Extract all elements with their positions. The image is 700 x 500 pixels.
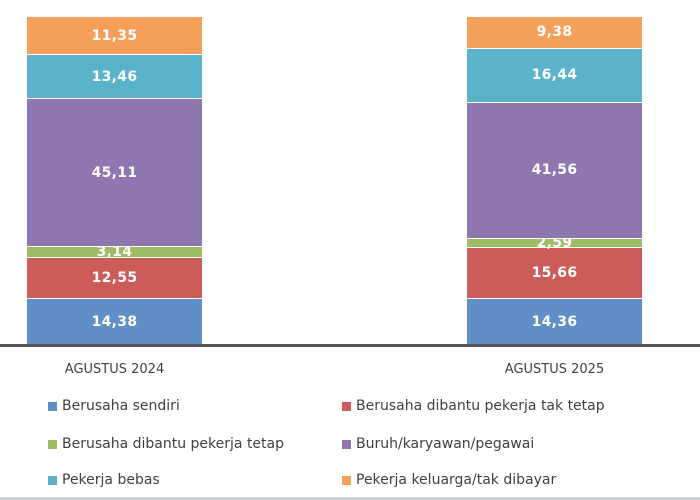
legend-swatch-icon — [48, 475, 57, 485]
x-axis-label-2025: AGUSTUS 2025 — [504, 362, 605, 377]
bar-segment: 14,36 — [467, 297, 642, 345]
bar-segment: 16,44 — [467, 47, 642, 102]
segment-value-label: 9,38 — [536, 24, 573, 41]
legend-item-berusaha-sendiri: Berusaha sendiri — [48, 398, 180, 414]
bar-segment: 11,35 — [27, 17, 202, 55]
bar-segment: 13,46 — [27, 54, 202, 99]
bar-segment: 12,55 — [27, 256, 202, 298]
segment-value-label: 41,56 — [531, 162, 578, 179]
bar-agustus-2024: 14,38 12,55 3,14 45,11 13,46 11,35 — [27, 17, 202, 345]
segment-value-label: 16,44 — [531, 67, 578, 84]
legend-swatch-icon — [48, 439, 57, 449]
bar-segment: 15,66 — [467, 246, 642, 298]
legend-item-pekerja-keluarga: Pekerja keluarga/tak dibayar — [342, 472, 556, 488]
bar-segment: 9,38 — [467, 17, 642, 48]
legend-swatch-icon — [342, 401, 351, 411]
legend-label: Berusaha dibantu pekerja tak tetap — [356, 398, 605, 414]
legend-label: Pekerja bebas — [62, 472, 160, 488]
segment-value-label: 12,55 — [91, 269, 138, 286]
bar-segment: 14,38 — [27, 297, 202, 345]
legend-label: Buruh/karyawan/pegawai — [356, 436, 535, 452]
legend-swatch-icon — [342, 439, 351, 449]
bar-segment: 45,11 — [27, 98, 202, 247]
bar-agustus-2025: 14,36 15,66 2,59 41,56 16,44 9,38 — [467, 17, 642, 345]
legend-label: Pekerja keluarga/tak dibayar — [356, 472, 557, 488]
segment-value-label: 14,38 — [91, 313, 138, 330]
segment-value-label: 11,35 — [91, 27, 138, 44]
bottom-border — [0, 497, 700, 500]
legend-swatch-icon — [342, 475, 351, 485]
segment-value-label: 3,14 — [96, 244, 133, 261]
legend-item-dibantu-tetap: Berusaha dibantu pekerja tetap — [48, 436, 284, 452]
legend-swatch-icon — [48, 401, 57, 411]
legend-item-pekerja-bebas: Pekerja bebas — [48, 472, 160, 488]
segment-value-label: 2,59 — [536, 234, 573, 251]
legend-item-buruh: Buruh/karyawan/pegawai — [342, 436, 534, 452]
segment-value-label: 45,11 — [91, 164, 138, 181]
bar-segment: 2,59 — [467, 236, 642, 250]
legend-label: Berusaha sendiri — [62, 398, 180, 414]
segment-value-label: 14,36 — [531, 313, 578, 330]
segment-value-label: 15,66 — [531, 264, 578, 281]
bar-segment: 41,56 — [467, 101, 642, 239]
bar-segment: 3,14 — [27, 244, 202, 261]
segment-value-label: 13,46 — [91, 68, 138, 85]
x-axis-label-2024: AGUSTUS 2024 — [64, 362, 165, 377]
x-axis-line — [0, 344, 700, 347]
legend-item-dibantu-tak-tetap: Berusaha dibantu pekerja tak tetap — [342, 398, 605, 414]
legend-label: Berusaha dibantu pekerja tetap — [62, 436, 285, 452]
